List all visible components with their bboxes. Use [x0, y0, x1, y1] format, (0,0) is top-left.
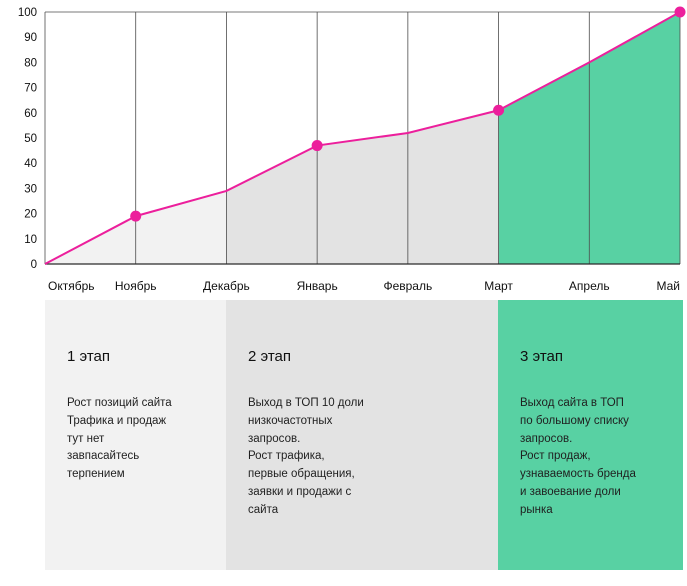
y-tick-label: 70: [24, 83, 37, 95]
x-tick-label: Март: [484, 279, 513, 293]
stage-panels: 1 этап Рост позиций сайта Трафика и прод…: [45, 300, 683, 570]
y-tick-label: 20: [24, 209, 37, 221]
y-tick-label: 0: [31, 259, 37, 271]
stage-2-description: Выход в ТОП 10 доли низкочастотных запро…: [248, 397, 364, 516]
x-tick-label: Декабрь: [203, 279, 250, 293]
x-tick-label: Ноябрь: [115, 279, 157, 293]
y-tick-label: 100: [18, 7, 37, 19]
data-point-marker: [311, 140, 323, 152]
area-segment-2: [226, 110, 499, 264]
stage-1-description: Рост позиций сайта Трафика и продаж тут …: [67, 397, 172, 481]
y-tick-label: 50: [24, 133, 37, 145]
data-point-marker: [674, 6, 686, 18]
y-tick-label: 60: [24, 108, 37, 120]
stage-3-title: 3 этап: [520, 348, 564, 365]
stage-panel-3: 3 этап Выход сайта в ТОП по большому спи…: [498, 300, 683, 570]
data-point-marker: [130, 210, 142, 222]
y-tick-label: 90: [24, 32, 37, 44]
data-point-marker: [493, 104, 505, 116]
growth-chart: 0 10 20 30 40 50 60 70 80 90 100 Октябрь Ноябрь Декаб…: [18, 6, 686, 293]
x-tick-label: Февраль: [383, 279, 432, 293]
y-tick-label: 30: [24, 183, 37, 195]
stage-3-description: Выход сайта в ТОП по большому списку зап…: [520, 397, 636, 516]
x-tick-label: Октябрь: [48, 279, 95, 293]
stage-1-title: 1 этап: [67, 348, 111, 365]
stage-2-title: 2 этап: [248, 348, 292, 365]
y-tick-label: 80: [24, 57, 37, 69]
y-tick-label: 40: [24, 158, 37, 170]
y-tick-label: 10: [24, 234, 37, 246]
stage-panel-1: 1 этап Рост позиций сайта Трафика и прод…: [45, 300, 226, 570]
x-tick-label: Апрель: [569, 279, 610, 293]
growth-line: [44, 11, 681, 265]
x-tick-label: Январь: [297, 279, 338, 293]
x-tick-label: Май: [656, 279, 680, 293]
stage-panel-2: 2 этап Выход в ТОП 10 доли низкочастотны…: [226, 300, 498, 570]
